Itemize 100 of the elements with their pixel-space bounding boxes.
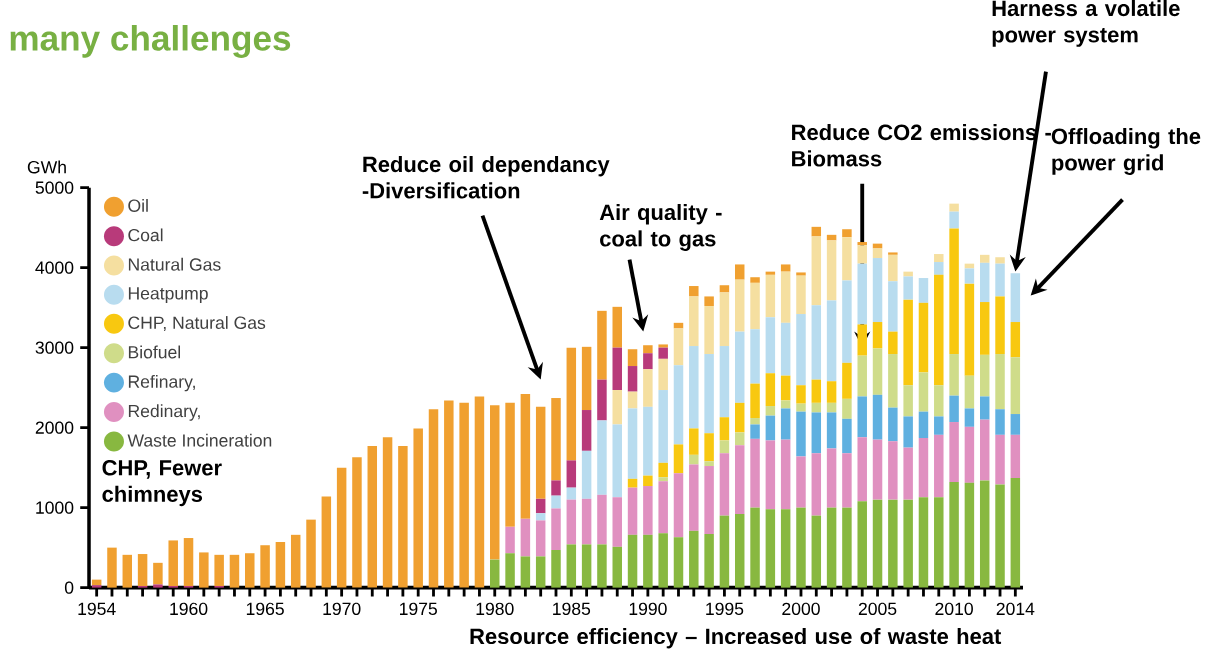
legend-label: Oil	[128, 199, 148, 213]
bar	[903, 385, 913, 417]
bar	[872, 258, 883, 323]
bar	[811, 379, 822, 404]
bar	[872, 395, 883, 440]
bar	[979, 302, 990, 356]
bar	[780, 509, 791, 588]
bar	[964, 268, 975, 284]
bar	[643, 369, 653, 408]
bar	[964, 427, 975, 484]
bar	[796, 385, 806, 404]
bar	[842, 363, 852, 400]
bar	[535, 407, 546, 500]
bar	[245, 553, 255, 588]
bar	[811, 453, 822, 516]
bar	[918, 278, 929, 304]
bar	[826, 412, 837, 449]
bar	[842, 229, 852, 238]
x-tick-label: 2005	[858, 602, 897, 616]
bar	[704, 306, 714, 355]
bar	[107, 547, 117, 588]
bar	[888, 354, 898, 408]
bar	[658, 533, 668, 588]
bar	[643, 345, 653, 354]
bar	[888, 281, 898, 332]
legend-label: Biofuel	[128, 345, 181, 359]
bar	[520, 394, 531, 520]
bar	[551, 550, 561, 588]
bar	[995, 257, 1005, 264]
bar	[627, 479, 638, 488]
y-tick-label: 5000	[35, 181, 74, 195]
bar	[857, 263, 867, 325]
bar	[750, 283, 760, 330]
bar	[750, 507, 760, 588]
bar	[566, 487, 577, 500]
x-tick-label: 1960	[170, 602, 208, 616]
bar	[888, 407, 898, 442]
bar	[780, 375, 791, 401]
bar	[979, 396, 990, 420]
bar	[658, 390, 668, 464]
bar	[612, 390, 622, 425]
bar	[964, 375, 975, 409]
bar	[842, 419, 852, 454]
bar	[597, 379, 607, 421]
bar	[765, 415, 776, 441]
bar	[535, 520, 546, 557]
bar	[765, 440, 776, 510]
text: Resource efficiency – Increased use of waste heat	[470, 628, 1002, 649]
bar	[796, 314, 806, 386]
bar	[949, 395, 959, 423]
bar	[382, 437, 393, 588]
bar	[704, 433, 714, 462]
bar	[888, 499, 898, 588]
bar	[979, 263, 990, 303]
legend-label: Redinary,	[128, 404, 200, 421]
bar	[964, 408, 975, 428]
bar	[750, 418, 760, 425]
bar	[658, 463, 668, 478]
bar	[566, 460, 577, 488]
bar	[842, 280, 852, 364]
bar	[1010, 478, 1021, 588]
bar	[796, 275, 806, 315]
bar	[597, 420, 607, 496]
bar	[842, 237, 852, 281]
bar	[903, 416, 913, 448]
x-tick-label: 1995	[706, 602, 744, 616]
bar	[765, 271, 776, 276]
bar	[704, 534, 714, 588]
bar	[260, 545, 270, 588]
bar	[995, 354, 1005, 410]
bar	[934, 254, 944, 263]
bar	[627, 366, 638, 392]
bar	[719, 440, 730, 454]
bar	[490, 559, 500, 588]
bar	[535, 556, 546, 588]
bar	[949, 482, 959, 588]
bar	[979, 355, 990, 397]
bar	[857, 242, 867, 246]
bar	[597, 311, 607, 380]
bar	[398, 446, 408, 588]
legend-label: Coal	[128, 228, 163, 242]
bar	[612, 497, 622, 548]
bar	[321, 496, 332, 588]
annotation: Air quality - coal to gas	[599, 204, 722, 252]
bar	[551, 398, 561, 481]
bar	[535, 499, 546, 514]
bar	[444, 400, 454, 588]
bar	[612, 347, 622, 391]
bar	[336, 467, 347, 588]
bar	[673, 537, 684, 588]
bar	[949, 203, 959, 212]
bar	[872, 322, 883, 349]
bar	[1010, 322, 1021, 358]
bar	[750, 277, 760, 284]
bar	[689, 531, 699, 588]
bar	[183, 538, 194, 587]
bar	[658, 347, 668, 360]
bar	[811, 305, 822, 380]
bar	[918, 438, 929, 498]
bar	[934, 262, 944, 276]
